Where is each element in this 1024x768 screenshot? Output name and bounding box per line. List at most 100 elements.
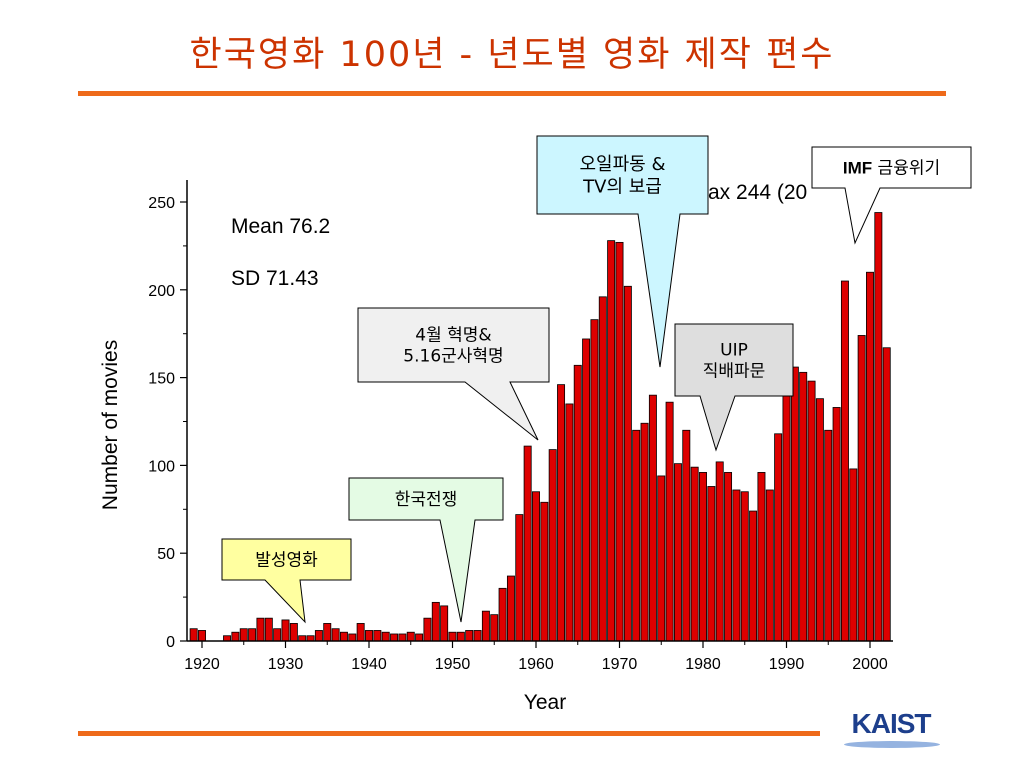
y-tick-label: 100 [148,458,175,475]
bar-1919 [189,628,198,642]
callout-silent-line: 발성영화 [255,550,318,570]
bar-1963 [557,384,566,642]
bar-1996 [832,407,841,642]
bar-1927 [256,617,265,642]
y-tick-label: 50 [157,546,175,563]
bar-1998 [849,468,858,642]
bar-2000 [866,271,874,642]
bar-1957 [506,575,515,642]
bar-1930 [281,619,290,642]
bar-1947 [423,617,432,642]
top-divider [78,91,946,96]
bar-2002 [882,347,891,642]
bar-1989 [774,433,783,642]
bar-1949 [440,605,449,642]
bar-1978 [682,429,691,642]
bottom-divider [78,731,820,736]
callout-april-revolution-line: 4월 혁명& [415,325,491,345]
bar-1988 [765,489,774,642]
callout-uip [674,323,794,452]
bar-1970 [615,241,624,642]
bar-1984 [732,489,741,642]
bar-1995 [824,429,833,642]
callout-april-revolution [357,307,550,441]
y-axis-label: Number of movies [99,340,122,510]
bar-1953 [473,630,482,642]
y-tick-label: 200 [148,283,175,300]
bar-1931 [289,623,298,642]
bar-1958 [515,514,524,642]
bar-1952 [465,630,474,642]
y-tick-label: 150 [148,371,175,388]
bar-1956 [498,587,507,642]
x-axis-label: Year [524,691,566,714]
bar-1948 [431,601,440,642]
bar-1994 [815,398,824,642]
bar-1951 [456,631,465,642]
bar-1987 [757,472,766,642]
bar-1982 [715,461,724,642]
bar-1966 [582,338,591,642]
bar-1944 [398,633,407,642]
bar-1924 [231,631,240,642]
bar-1946 [415,633,424,642]
bar-1929 [273,628,282,642]
bar-1923 [223,635,232,642]
bar-1939 [356,623,365,642]
x-tick-label: 1990 [769,656,805,673]
bar-1920 [198,630,206,642]
page-title: 한국영화 100년 - 년도별 영화 제작 편수 [189,35,835,75]
bar-1999 [857,335,866,642]
bar-1961 [540,501,549,642]
x-tick-label: 1980 [685,656,721,673]
callout-imf [811,146,972,245]
x-tick-label: 1950 [435,656,471,673]
bar-1975 [657,475,666,642]
bar-1937 [339,631,348,642]
bar-1945 [406,631,415,642]
callout-imf-text: IMF 금융위기 [843,158,940,178]
bar-1932 [298,635,307,642]
bar-1960 [532,491,540,642]
callout-oil-shock [536,135,709,368]
bar-1933 [306,635,315,642]
bar-1934 [314,630,323,642]
kaist-logo: KAIST [836,708,946,754]
bar-1969 [607,240,616,642]
bar-1985 [740,491,749,642]
callout-korean-war-line: 한국전쟁 [395,490,458,510]
x-tick-label: 1920 [184,656,220,673]
bar-1980 [699,472,707,642]
bar-1928 [264,617,273,642]
callout-silent [221,538,352,624]
x-tick-label: 1940 [351,656,387,673]
bar-1992 [799,371,808,642]
bar-1954 [481,610,490,642]
bar-1976 [665,401,674,642]
bar-1940 [365,630,373,642]
callouts-group: 발성영화 한국전쟁 4월 혁명&5.16군사혁명 오일파동 &TV의 보급 UIP직배파… [221,135,972,624]
bar-1936 [331,628,340,642]
bar-1941 [373,630,382,642]
bar-1925 [239,628,248,642]
bar-1943 [390,633,399,642]
bar-1977 [673,463,682,642]
callout-uip-line: UIP [720,340,748,360]
bar-1973 [640,422,649,642]
bar-1974 [648,394,657,642]
bar-1959 [523,445,532,642]
y-tick-label: 0 [166,634,175,651]
x-tick-label: 2000 [852,656,888,673]
bar-1935 [323,623,332,642]
bar-1997 [840,280,849,642]
callout-oil-shock-line: 오일파동 & [580,154,666,175]
callout-uip-line: 직배파문 [703,362,766,382]
bar-1990 [782,366,791,642]
callout-april-revolution-line: 5.16군사혁명 [403,347,503,367]
bar-1986 [749,510,758,642]
logo-swoosh [844,741,940,748]
mean-stat: Mean 76.2 [231,215,331,238]
callout-korean-war [348,477,504,623]
bar-1972 [632,429,641,642]
bar-1971 [623,285,632,642]
